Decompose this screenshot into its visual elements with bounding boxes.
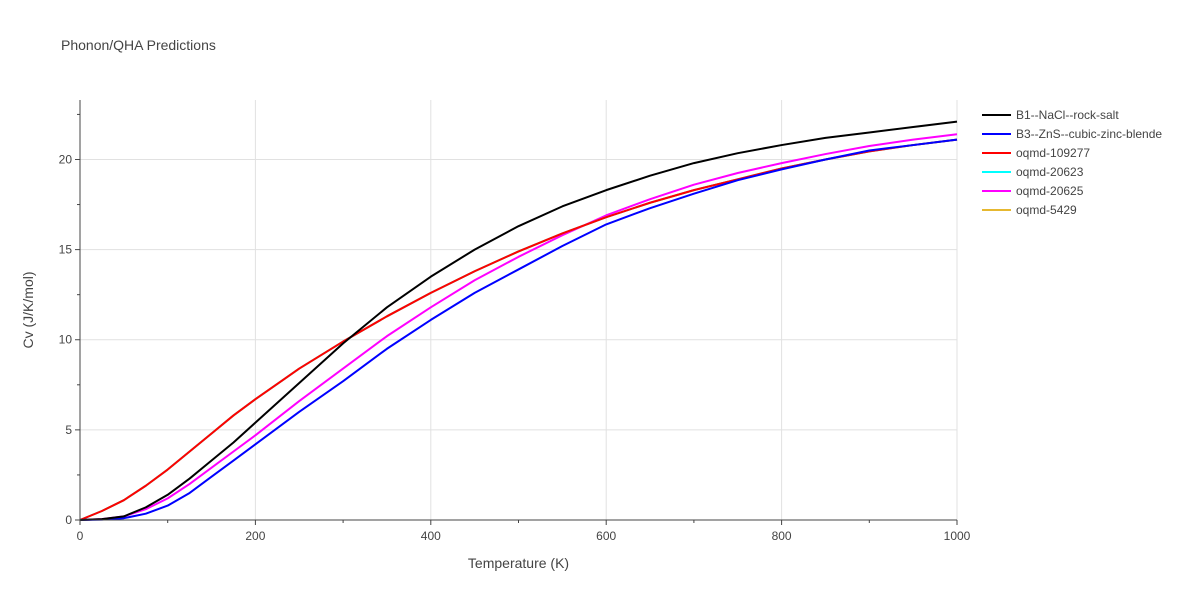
series-line-oqmd-20623[interactable]	[79, 138, 958, 521]
series-line-oqmd-109277[interactable]	[79, 138, 958, 521]
y-tick-label: 5	[65, 423, 72, 437]
x-tick-label: 800	[772, 529, 792, 543]
legend-item-label: B3--ZnS--cubic-zinc-blende	[1016, 127, 1162, 141]
legend: B1--NaCl--rock-salt B3--ZnS--cubic-zinc-b…	[982, 108, 1162, 217]
legend-item-label: oqmd-20623	[1016, 165, 1084, 179]
legend-item-label: oqmd-20625	[1016, 184, 1084, 198]
legend-item-label: oqmd-5429	[1016, 203, 1077, 217]
x-axis-title: Temperature (K)	[468, 555, 569, 571]
series-line-B3--ZnS--cubic-zinc-blende[interactable]	[79, 138, 958, 521]
series-line-B1--NaCl--rock-salt[interactable]	[79, 120, 958, 521]
y-tick-labels: 0 5 10 15 20	[59, 152, 73, 527]
y-tick-label: 10	[59, 333, 73, 347]
x-tick-label: 1000	[944, 529, 971, 543]
y-axis-title: Cv (J/K/mol)	[20, 272, 36, 349]
axes	[75, 100, 958, 525]
y-tick-label: 15	[59, 243, 73, 257]
legend-item-label: B1--NaCl--rock-salt	[1016, 108, 1119, 122]
x-tick-label: 600	[596, 529, 616, 543]
y-tick-label: 0	[65, 513, 72, 527]
y-tick-label: 20	[59, 152, 73, 166]
x-tick-label: 400	[421, 529, 441, 543]
chart-title: Phonon/QHA Predictions	[61, 37, 216, 53]
grid	[80, 100, 958, 520]
series-line-oqmd-5429[interactable]	[79, 138, 958, 521]
plot-area[interactable]	[79, 120, 958, 521]
x-tick-label: 200	[245, 529, 265, 543]
x-tick-label: 0	[77, 529, 84, 543]
legend-item-label: oqmd-109277	[1016, 146, 1090, 160]
x-tick-labels: 0 200 400 600 800 1000	[77, 529, 971, 543]
series-line-oqmd-20625[interactable]	[79, 133, 958, 521]
